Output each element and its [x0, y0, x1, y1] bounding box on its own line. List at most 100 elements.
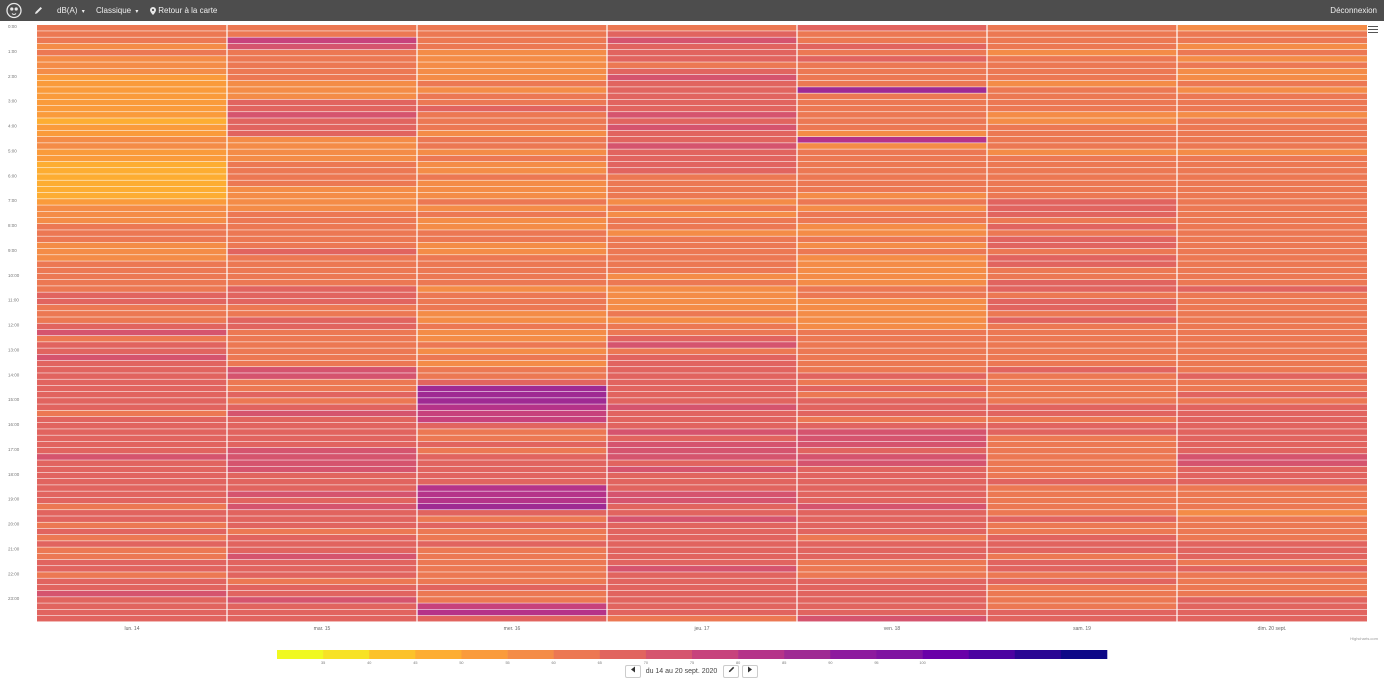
heatmap-cell[interactable] [987, 267, 1177, 274]
unit-dropdown[interactable]: dB(A) ▾ [57, 0, 85, 21]
heatmap-cell[interactable] [417, 597, 607, 603]
heatmap-cell[interactable] [417, 348, 607, 355]
heatmap-cell[interactable] [607, 62, 797, 68]
heatmap-cell[interactable] [37, 87, 227, 93]
heatmap-cell[interactable] [227, 541, 417, 547]
heatmap-cell[interactable] [227, 335, 417, 342]
heatmap-cell[interactable] [607, 242, 797, 249]
heatmap-cell[interactable] [227, 360, 417, 367]
heatmap-cell[interactable] [607, 354, 797, 361]
heatmap-cell[interactable] [37, 311, 227, 317]
heatmap-cell[interactable] [1177, 298, 1367, 305]
heatmap-cell[interactable] [1177, 130, 1367, 137]
heatmap-cell[interactable] [1177, 460, 1367, 466]
heatmap-cell[interactable] [1177, 404, 1367, 411]
heatmap-cell[interactable] [227, 80, 417, 87]
heatmap-cell[interactable] [987, 516, 1177, 522]
heatmap-cell[interactable] [797, 566, 987, 572]
heatmap-cell[interactable] [417, 584, 607, 591]
heatmap-cell[interactable] [37, 279, 227, 286]
heatmap-cell[interactable] [227, 286, 417, 292]
heatmap-cell[interactable] [1177, 80, 1367, 87]
heatmap-cell[interactable] [797, 230, 987, 236]
heatmap-cell[interactable] [797, 367, 987, 373]
heatmap-cell[interactable] [417, 93, 607, 100]
heatmap-cell[interactable] [37, 559, 227, 566]
heatmap-cell[interactable] [417, 168, 607, 174]
heatmap-cell[interactable] [227, 93, 417, 100]
heatmap-cell[interactable] [227, 323, 417, 330]
heatmap-cell[interactable] [37, 56, 227, 62]
heatmap-cell[interactable] [227, 441, 417, 448]
heatmap-cell[interactable] [417, 510, 607, 516]
heatmap-cell[interactable] [1177, 255, 1367, 261]
heatmap-cell[interactable] [987, 447, 1177, 454]
heatmap-cell[interactable] [797, 354, 987, 361]
heatmap-cell[interactable] [987, 441, 1177, 448]
heatmap-cell[interactable] [987, 398, 1177, 404]
heatmap-cell[interactable] [417, 410, 607, 417]
heatmap-cell[interactable] [37, 323, 227, 330]
heatmap-cell[interactable] [1177, 31, 1367, 37]
heatmap-cell[interactable] [417, 199, 607, 205]
heatmap-cell[interactable] [607, 441, 797, 448]
heatmap-cell[interactable] [417, 261, 607, 267]
heatmap-cell[interactable] [987, 391, 1177, 398]
heatmap-cell[interactable] [37, 597, 227, 603]
heatmap-cell[interactable] [607, 49, 797, 56]
heatmap-cell[interactable] [417, 360, 607, 367]
heatmap-cell[interactable] [797, 124, 987, 131]
heatmap-cell[interactable] [607, 590, 797, 597]
heatmap-cell[interactable] [227, 391, 417, 398]
heatmap-cell[interactable] [607, 311, 797, 317]
heatmap-cell[interactable] [987, 292, 1177, 299]
heatmap-cell[interactable] [607, 404, 797, 411]
heatmap-cell[interactable] [607, 342, 797, 348]
heatmap-cell[interactable] [987, 230, 1177, 236]
heatmap-cell[interactable] [417, 267, 607, 274]
heatmap-cell[interactable] [987, 559, 1177, 566]
heatmap-cell[interactable] [227, 416, 417, 423]
heatmap-cell[interactable] [417, 143, 607, 149]
heatmap-cell[interactable] [987, 485, 1177, 491]
heatmap-cell[interactable] [607, 497, 797, 504]
heatmap-cell[interactable] [797, 478, 987, 485]
heatmap-cell[interactable] [227, 279, 417, 286]
heatmap-cell[interactable] [987, 31, 1177, 37]
heatmap-cell[interactable] [227, 522, 417, 529]
heatmap-cell[interactable] [987, 416, 1177, 423]
heatmap-cell[interactable] [227, 143, 417, 149]
heatmap-cell[interactable] [37, 37, 227, 44]
heatmap-cell[interactable] [417, 112, 607, 118]
heatmap-cell[interactable] [797, 609, 987, 616]
heatmap-cell[interactable] [797, 161, 987, 168]
heatmap-cell[interactable] [987, 603, 1177, 610]
heatmap-cell[interactable] [227, 466, 417, 473]
heatmap-cell[interactable] [417, 242, 607, 249]
heatmap-cell[interactable] [37, 199, 227, 205]
heatmap-cell[interactable] [987, 534, 1177, 541]
heatmap-cell[interactable] [987, 279, 1177, 286]
heatmap-cell[interactable] [987, 367, 1177, 373]
heatmap-cell[interactable] [227, 553, 417, 560]
heatmap-cell[interactable] [1177, 43, 1367, 50]
heatmap-cell[interactable] [227, 248, 417, 255]
heatmap-cell[interactable] [797, 429, 987, 435]
heatmap-cell[interactable] [37, 553, 227, 560]
heatmap-cell[interactable] [797, 143, 987, 149]
heatmap-cell[interactable] [417, 317, 607, 323]
heatmap-cell[interactable] [797, 304, 987, 311]
heatmap-cell[interactable] [1177, 112, 1367, 118]
heatmap-cell[interactable] [607, 31, 797, 37]
heatmap-cell[interactable] [227, 367, 417, 373]
heatmap-cell[interactable] [607, 472, 797, 479]
heatmap-cell[interactable] [37, 155, 227, 162]
heatmap-cell[interactable] [227, 298, 417, 305]
heatmap-cell[interactable] [227, 348, 417, 355]
heatmap-cell[interactable] [797, 404, 987, 411]
heatmap-cell[interactable] [987, 74, 1177, 81]
heatmap-cell[interactable] [37, 503, 227, 510]
heatmap-cell[interactable] [797, 242, 987, 249]
heatmap-cell[interactable] [37, 217, 227, 224]
heatmap-cell[interactable] [607, 609, 797, 616]
